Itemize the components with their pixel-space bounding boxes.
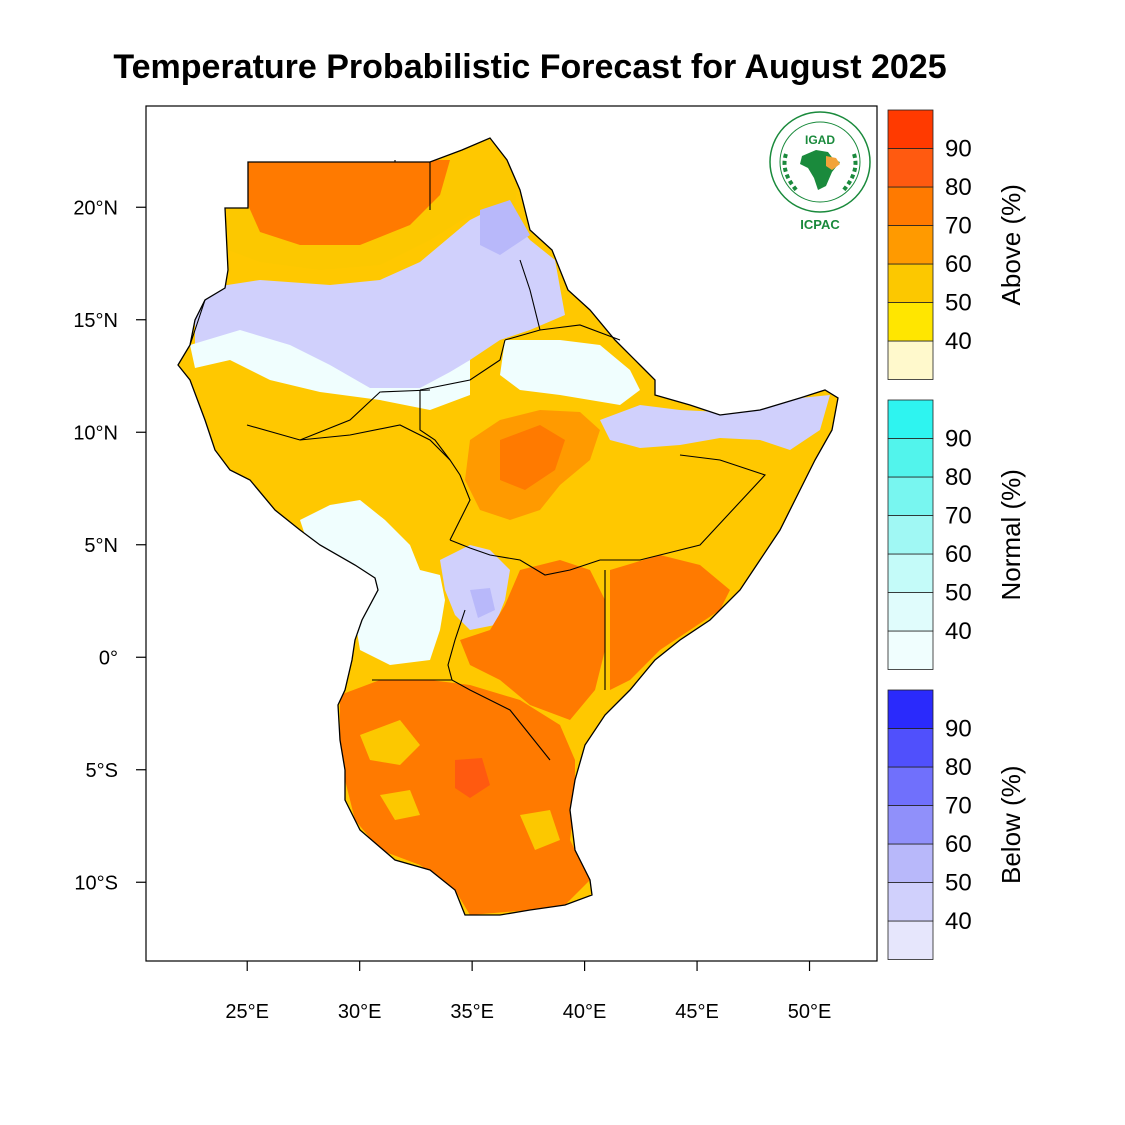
colorbar-label: 80	[945, 754, 972, 781]
x-tick-label: 35°E	[450, 1001, 494, 1023]
x-tick-label: 25°E	[225, 1001, 269, 1023]
x-tick-label: 50°E	[788, 1001, 832, 1023]
x-tick-label: 30°E	[338, 1001, 382, 1023]
x-axis: 25°E 30°E 35°E 40°E 45°E 50°E	[225, 961, 831, 1023]
colorbar-label: 50	[945, 870, 972, 897]
probability-region	[500, 425, 565, 490]
country-border	[447, 609, 466, 681]
colorbar-swatch	[887, 186, 934, 226]
country-border	[519, 259, 541, 331]
colorbar-title: Below (%)	[996, 766, 1026, 884]
x-tick-label: 45°E	[675, 1001, 719, 1023]
probability-region	[600, 395, 830, 450]
coastline	[177, 137, 839, 916]
forecast-region	[177, 137, 839, 916]
probability-region	[248, 160, 450, 245]
probability-region	[455, 758, 490, 798]
y-axis: 20°N 15°N 10°N 5°N 0° 5°S 10°S	[73, 197, 146, 894]
colorbar-swatch	[887, 882, 934, 922]
colorbar-0: 90 80 70 60 50 40 Above (%)	[887, 109, 1026, 380]
colorbar-label: 80	[945, 174, 972, 201]
probability-region	[470, 588, 495, 618]
country-border	[419, 339, 506, 391]
colorbar-label: 50	[945, 290, 972, 317]
probability-region	[380, 790, 420, 820]
country-border	[419, 390, 471, 541]
colorbar-swatch	[887, 728, 934, 768]
colorbar-label: 90	[945, 136, 972, 163]
probability-region	[610, 555, 730, 690]
colorbar-label: 70	[945, 503, 972, 530]
colorbar-swatch	[887, 302, 934, 342]
country-border	[299, 389, 431, 441]
colorbar-2: 90 80 70 60 50 40 Below (%)	[887, 689, 1026, 960]
colorbar-swatch	[887, 553, 934, 593]
country-border	[504, 324, 621, 341]
colorbar-label: 60	[945, 541, 972, 568]
logo-top-text: IGAD	[805, 133, 835, 147]
laurel-left-icon	[782, 153, 800, 194]
colorbar-swatch	[887, 438, 934, 478]
colorbar-swatch	[887, 805, 934, 845]
colorbar-swatch	[887, 630, 934, 670]
y-tick-label: 5°N	[84, 535, 118, 557]
laurel-right-icon	[840, 153, 858, 194]
y-tick-label: 0°	[99, 647, 118, 669]
y-tick-label: 20°N	[73, 197, 118, 219]
colorbar-label: 70	[945, 793, 972, 820]
colorbar-swatch	[887, 263, 934, 303]
probability-region	[460, 560, 605, 720]
colorbar-label: 60	[945, 251, 972, 278]
logo-bottom-text: ICPAC	[800, 217, 840, 232]
country-border	[189, 299, 206, 346]
colorbar-label: 40	[945, 908, 972, 935]
probability-fill-layer	[190, 160, 830, 915]
colorbar-swatch	[887, 592, 934, 632]
x-tick-label: 40°E	[563, 1001, 607, 1023]
y-tick-label: 15°N	[73, 310, 118, 332]
country-border	[246, 424, 451, 461]
country-border	[600, 454, 766, 561]
probability-region	[190, 330, 470, 410]
country-borders	[189, 160, 766, 761]
colorbar-swatch	[887, 920, 934, 960]
colorbar-title: Normal (%)	[996, 469, 1026, 600]
colorbar-label: 90	[945, 716, 972, 743]
colorbar-label: 70	[945, 213, 972, 240]
colorbar-legends: 90 80 70 60 50 40 Above (%) 90 80 70 60 50 40 Normal …	[887, 109, 1026, 960]
colorbar-1: 90 80 70 60 50 40 Normal (%)	[887, 399, 1026, 670]
probability-region	[480, 200, 530, 255]
colorbar-swatch	[887, 843, 934, 883]
colorbar-swatch	[887, 109, 934, 149]
y-tick-label: 5°S	[86, 760, 118, 782]
probability-region	[360, 720, 420, 765]
colorbar-label: 40	[945, 618, 972, 645]
country-border	[372, 679, 551, 761]
colorbar-label: 80	[945, 464, 972, 491]
colorbar-swatch	[887, 476, 934, 516]
colorbar-label: 50	[945, 580, 972, 607]
probability-region	[500, 340, 640, 405]
colorbar-swatch	[887, 689, 934, 729]
y-tick-label: 10°N	[73, 422, 118, 444]
colorbar-swatch	[887, 766, 934, 806]
y-tick-label: 10°S	[74, 872, 118, 894]
colorbar-label: 60	[945, 831, 972, 858]
colorbar-label: 40	[945, 328, 972, 355]
colorbar-label: 90	[945, 426, 972, 453]
country-border	[449, 539, 601, 576]
colorbar-swatch	[887, 340, 934, 380]
colorbar-swatch	[887, 225, 934, 265]
chart-title: Temperature Probabilistic Forecast for A…	[113, 48, 947, 86]
probability-region	[520, 810, 560, 850]
colorbar-swatch	[887, 399, 934, 439]
colorbar-swatch	[887, 148, 934, 188]
colorbar-title: Above (%)	[996, 184, 1026, 305]
igad-icpac-logo: IGAD ICPAC	[769, 111, 871, 232]
colorbar-swatch	[887, 515, 934, 555]
